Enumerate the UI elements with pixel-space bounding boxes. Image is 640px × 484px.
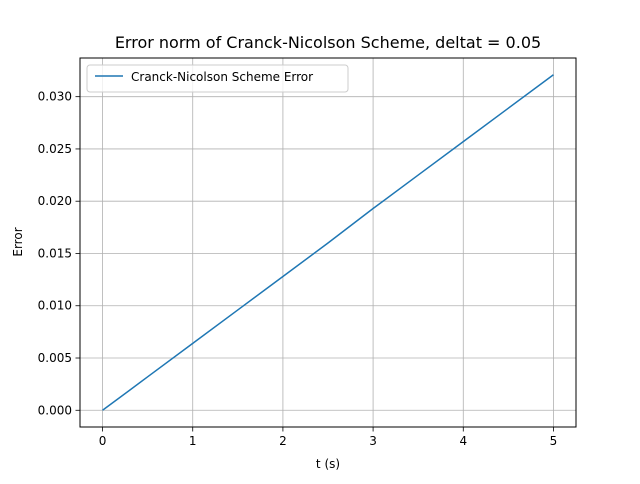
x-tick-label: 4	[459, 434, 467, 448]
x-tick-label: 0	[99, 434, 107, 448]
x-tick-label: 1	[189, 434, 197, 448]
legend: Cranck-Nicolson Scheme Error	[86, 64, 349, 93]
y-tick-label: 0.005	[38, 351, 72, 365]
y-tick-label: 0.000	[38, 403, 72, 417]
series-line	[102, 74, 554, 411]
x-tick-label: 3	[369, 434, 377, 448]
y-axis: 0.000 0.005 0.010 0.015 0.020 0.025 0.030	[38, 90, 80, 417]
y-tick-label: 0.010	[38, 299, 72, 313]
x-tick-label: 5	[550, 434, 558, 448]
x-tick-label: 2	[279, 434, 287, 448]
plot-frame	[79, 57, 577, 428]
y-tick-label: 0.025	[38, 142, 72, 156]
series-layer	[102, 74, 554, 411]
y-tick-label: 0.030	[38, 90, 72, 104]
chart-title: Error norm of Cranck-Nicolson Scheme, de…	[115, 33, 541, 52]
x-axis: 0 1 2 3 4 5	[99, 427, 558, 448]
x-axis-label: t (s)	[316, 457, 340, 471]
legend-box	[86, 64, 349, 93]
legend-label: Cranck-Nicolson Scheme Error	[131, 70, 313, 84]
y-axis-label: Error	[11, 227, 25, 256]
y-tick-label: 0.020	[38, 194, 72, 208]
grid	[80, 58, 576, 427]
y-tick-label: 0.015	[38, 246, 72, 260]
